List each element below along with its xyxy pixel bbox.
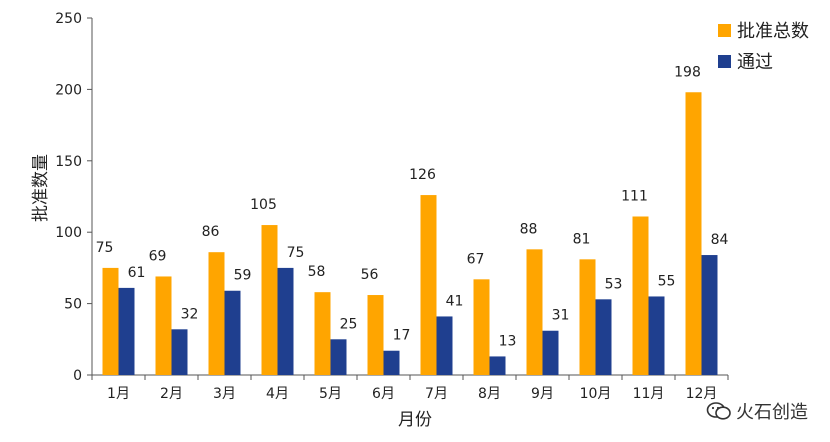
x-tick-label: 6月: [372, 386, 395, 402]
bar-passed: [277, 267, 294, 375]
data-label-passed: 25: [340, 316, 358, 332]
bar-passed: [171, 329, 188, 375]
x-axis-title: 月份: [398, 410, 432, 430]
y-tick-label: 50: [64, 297, 82, 313]
bar-passed: [224, 290, 241, 375]
data-label-passed: 31: [552, 308, 570, 324]
wechat-icon: [706, 402, 731, 420]
bar-total: [473, 279, 490, 375]
data-label-total: 67: [467, 251, 485, 267]
x-tick-label: 3月: [213, 386, 236, 402]
data-label-passed: 59: [234, 268, 252, 284]
x-tick-label: 7月: [425, 386, 448, 402]
watermark: 火石创造: [706, 398, 808, 424]
bar-total: [685, 92, 702, 376]
bar-passed: [330, 339, 347, 375]
y-axis-title: 批准数量: [31, 154, 51, 222]
bar-total: [526, 249, 543, 375]
y-tick-label: 250: [55, 11, 82, 27]
y-tick-label: 200: [55, 82, 82, 98]
data-label-passed: 61: [128, 265, 146, 281]
data-label-total: 56: [361, 267, 379, 283]
data-label-passed: 32: [181, 306, 199, 322]
bar-total: [261, 225, 278, 375]
data-labels: 75 69 86 105 58 56 126 67 88 81 111 198 61 32 59 75 25 17…: [96, 64, 729, 349]
legend-swatch: [718, 55, 731, 68]
data-label-total: 198: [674, 64, 701, 80]
x-tick-label: 4月: [266, 386, 289, 402]
data-label-total: 126: [409, 167, 436, 183]
legend-swatch: [718, 24, 731, 37]
bar-total: [420, 195, 437, 375]
bars: [102, 92, 718, 376]
x-tick-label: 10月: [580, 386, 612, 402]
data-label-passed: 13: [499, 333, 517, 349]
y-tick-label: 150: [55, 154, 82, 170]
data-label-total: 69: [149, 248, 167, 264]
bar-total: [208, 252, 225, 375]
bar-passed: [118, 287, 135, 375]
x-tick-label: 8月: [478, 386, 501, 402]
data-label-passed: 41: [446, 293, 464, 309]
data-label-total: 75: [96, 240, 114, 256]
data-label-total: 105: [250, 197, 277, 213]
data-label-total: 58: [308, 264, 326, 280]
data-label-passed: 17: [393, 328, 411, 344]
bar-passed: [595, 299, 612, 375]
bar-total: [632, 216, 649, 375]
y-axis: 0 50 100 150 200 250: [55, 11, 93, 384]
x-tick-label: 2月: [160, 386, 183, 402]
data-label-passed: 84: [711, 232, 729, 248]
x-tick-label: 11月: [633, 386, 665, 402]
bar-passed: [489, 356, 506, 375]
x-axis: 1月 2月 3月 4月 5月 6月 7月 8月 9月 10月 11月 12月: [91, 374, 729, 402]
bar-passed: [701, 255, 718, 375]
bar-total: [367, 295, 384, 375]
bar-passed: [383, 350, 400, 375]
bar-total: [102, 267, 119, 375]
x-tick-label: 5月: [319, 386, 342, 402]
watermark-text: 火石创造: [736, 402, 808, 423]
x-tick-label: 1月: [107, 386, 130, 402]
data-label-total: 88: [520, 221, 538, 237]
bar-total: [579, 259, 596, 375]
data-label-passed: 53: [605, 276, 623, 292]
x-tick-label: 12月: [686, 386, 718, 402]
data-label-total: 111: [621, 188, 648, 204]
y-tick-label: 0: [73, 368, 82, 384]
data-label-passed: 55: [658, 273, 676, 289]
bar-total: [155, 276, 172, 375]
data-label-total: 81: [573, 231, 591, 247]
bar-passed: [542, 330, 559, 375]
data-label-passed: 75: [287, 245, 305, 261]
y-tick-label: 100: [55, 225, 82, 241]
legend-label: 批准总数: [737, 21, 809, 42]
data-label-total: 86: [202, 224, 220, 240]
bar-passed: [648, 296, 665, 375]
bar-passed: [436, 316, 453, 375]
bar-total: [314, 292, 331, 375]
x-tick-label: 9月: [531, 386, 554, 402]
legend-label: 通过: [737, 52, 773, 73]
